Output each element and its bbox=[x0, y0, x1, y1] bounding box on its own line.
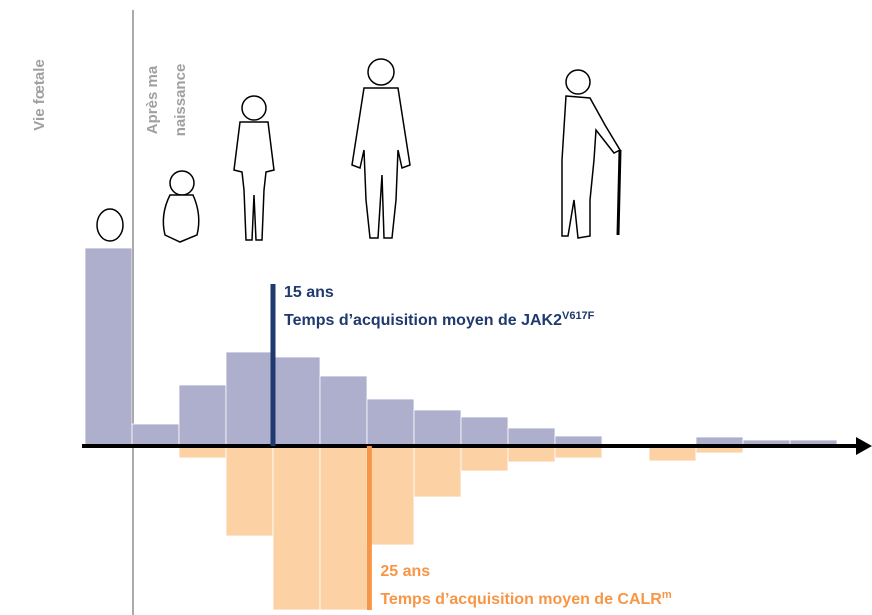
bar bbox=[413, 445, 462, 498]
bar bbox=[319, 445, 368, 611]
bar bbox=[178, 384, 227, 447]
annotation-label: 15 ans bbox=[284, 284, 334, 301]
bar bbox=[507, 445, 556, 463]
annotation-text-main: Temps d’acquisition moyen de CALR bbox=[380, 591, 662, 608]
bar bbox=[272, 356, 321, 447]
bar bbox=[648, 445, 697, 462]
bar bbox=[272, 445, 321, 611]
annotation-text: Temps d’acquisition moyen de JAK2V617F bbox=[284, 310, 595, 329]
annotation-text: Temps d’acquisition moyen de CALRm bbox=[380, 589, 672, 608]
annotation-text-main: Temps d’acquisition moyen de JAK2 bbox=[284, 312, 562, 329]
bar bbox=[366, 445, 415, 546]
annotation-superscript: m bbox=[662, 589, 672, 601]
side-label: Après ma bbox=[144, 65, 161, 134]
bar bbox=[413, 409, 462, 447]
side-label: Vie fœtale bbox=[31, 59, 48, 130]
bar bbox=[319, 375, 368, 447]
bar bbox=[131, 423, 180, 447]
silhouettes bbox=[96, 58, 622, 243]
bar bbox=[507, 427, 556, 447]
axis-arrow bbox=[856, 437, 872, 455]
bar bbox=[84, 247, 133, 447]
bar bbox=[460, 445, 509, 472]
bar bbox=[225, 445, 274, 537]
annotation-superscript: V617F bbox=[562, 310, 595, 322]
side-label: naissance bbox=[172, 64, 189, 137]
bar bbox=[225, 351, 274, 447]
annotation-label: 25 ans bbox=[380, 563, 430, 580]
bar bbox=[366, 398, 415, 447]
bar bbox=[460, 416, 509, 447]
